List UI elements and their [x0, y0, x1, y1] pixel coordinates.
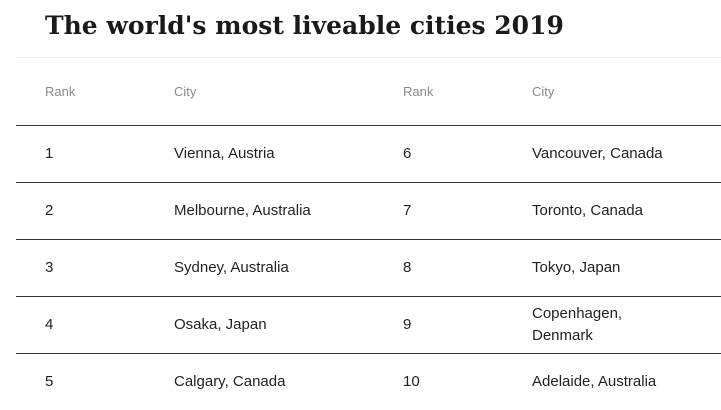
rank-cell: 10 [374, 354, 503, 410]
column-header-city: City [145, 58, 374, 126]
table-row: 5 Calgary, Canada 10 Adelaide, Australia [16, 354, 721, 410]
rank-cell: 7 [374, 183, 503, 240]
city-cell: Sydney, Australia [145, 240, 374, 297]
city-cell: Calgary, Canada [145, 354, 374, 410]
column-header-rank: Rank [374, 58, 503, 126]
rank-cell: 3 [16, 240, 145, 297]
city-cell: Toronto, Canada [503, 183, 721, 240]
column-header-rank: Rank [16, 58, 145, 126]
city-cell: Copenhagen, Denmark [503, 297, 721, 354]
table-row: 4 Osaka, Japan 9 Copenhagen, Denmark [16, 297, 721, 354]
city-cell: Vienna, Austria [145, 126, 374, 183]
city-cell: Osaka, Japan [145, 297, 374, 354]
rank-cell: 6 [374, 126, 503, 183]
rank-cell: 8 [374, 240, 503, 297]
rank-cell: 4 [16, 297, 145, 354]
rank-cell: 5 [16, 354, 145, 410]
city-cell: Melbourne, Australia [145, 183, 374, 240]
table-row: 2 Melbourne, Australia 7 Toronto, Canada [16, 183, 721, 240]
page-title: The world's most liveable cities 2019 [45, 8, 564, 44]
column-header-city: City [503, 58, 721, 126]
rank-cell: 2 [16, 183, 145, 240]
city-cell: Tokyo, Japan [503, 240, 721, 297]
rank-cell: 1 [16, 126, 145, 183]
city-cell: Vancouver, Canada [503, 126, 721, 183]
table-header-row: Rank City Rank City [16, 58, 721, 126]
liveable-cities-table: Rank City Rank City 1 Vienna, Austria 6 … [16, 58, 721, 410]
rank-cell: 9 [374, 297, 503, 354]
table-row: 3 Sydney, Australia 8 Tokyo, Japan [16, 240, 721, 297]
table-row: 1 Vienna, Austria 6 Vancouver, Canada [16, 126, 721, 183]
city-cell: Adelaide, Australia [503, 354, 721, 410]
